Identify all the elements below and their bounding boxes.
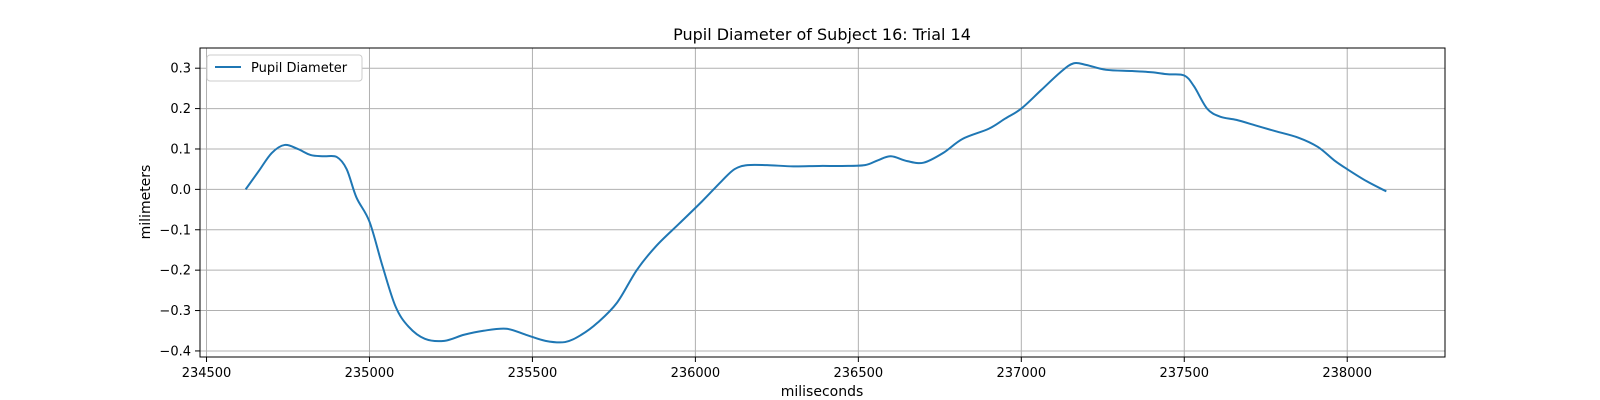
- series-layer: [244, 61, 1387, 344]
- x-tick-label: 236000: [671, 366, 721, 381]
- chart-title: Pupil Diameter of Subject 16: Trial 14: [673, 25, 971, 44]
- x-tick-label: 235500: [508, 366, 558, 381]
- axes-ticks: 234500 235000 235500 236000 236500 237000 2375…: [159, 62, 1372, 381]
- x-tick-label: 238000: [1322, 366, 1372, 381]
- x-tick-label: 235000: [345, 366, 395, 381]
- legend: Pupil Diameter: [206, 54, 363, 82]
- legend-box: [206, 54, 363, 82]
- x-axis-label: miliseconds: [781, 384, 864, 400]
- x-tick-label: 234500: [182, 366, 232, 381]
- y-tick-label: 0.3: [170, 62, 191, 77]
- y-tick-label: −0.3: [159, 304, 191, 319]
- y-tick-label: −0.1: [159, 223, 191, 238]
- legend-label-pupil-diameter: Pupil Diameter: [251, 61, 348, 76]
- y-tick-label: 0.2: [170, 102, 191, 117]
- x-tick-label: 236500: [834, 366, 884, 381]
- series-line-pupil-diameter: [244, 61, 1387, 344]
- y-axis-label: milimeters: [138, 165, 154, 240]
- x-tick-label: 237500: [1159, 366, 1209, 381]
- y-tick-label: −0.4: [159, 344, 191, 359]
- x-tick-label: 237000: [996, 366, 1046, 381]
- plot-frame: [199, 47, 1446, 358]
- y-tick-label: 0.1: [170, 142, 191, 157]
- y-tick-label: 0.0: [170, 183, 191, 198]
- grid: [200, 48, 1445, 357]
- y-tick-label: −0.2: [159, 264, 191, 279]
